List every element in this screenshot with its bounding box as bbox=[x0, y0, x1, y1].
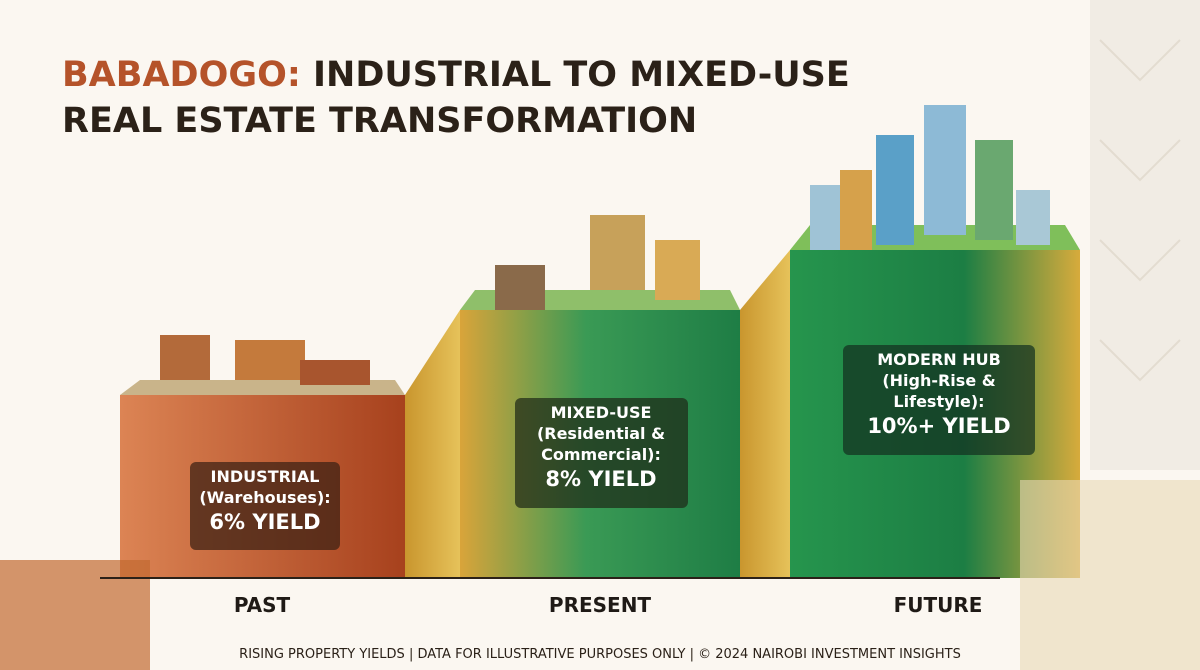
era-label: FUTURE bbox=[894, 593, 983, 617]
stage-label: (Residential & bbox=[537, 424, 665, 443]
title-rest: INDUSTRIAL TO MIXED-USE bbox=[313, 55, 850, 95]
label-box bbox=[515, 398, 688, 508]
stage-yield: 6% YIELD bbox=[209, 510, 320, 534]
buildings bbox=[0, 105, 1200, 670]
title-highlight: BABADOGO: bbox=[62, 55, 301, 95]
stage-yield: 8% YIELD bbox=[545, 467, 656, 491]
slope-2 bbox=[740, 250, 790, 578]
pattern bbox=[1099, 39, 1181, 382]
label-box bbox=[190, 462, 340, 550]
slope-1 bbox=[405, 310, 460, 578]
stage-yield: 10%+ YIELD bbox=[867, 414, 1010, 438]
stage-label: MODERN HUB bbox=[877, 350, 1001, 369]
stage-label: INDUSTRIAL bbox=[211, 467, 320, 486]
stage-label: Lifestyle): bbox=[893, 392, 984, 411]
title-line-1: BABADOGO: INDUSTRIAL TO MIXED-USE bbox=[62, 55, 850, 95]
stage-label: (High-Rise & bbox=[882, 371, 995, 390]
pattern-panel bbox=[1090, 0, 1200, 470]
stage-label: (Warehouses): bbox=[199, 488, 330, 507]
title-line-2: REAL ESTATE TRANSFORMATION bbox=[62, 101, 697, 141]
era-label: PAST bbox=[234, 593, 291, 617]
footer: RISING PROPERTY YIELDS | DATA FOR ILLUST… bbox=[239, 647, 961, 662]
era-label: PRESENT bbox=[549, 593, 652, 617]
stage-label: Commercial): bbox=[541, 445, 661, 464]
label-box bbox=[843, 345, 1035, 455]
stage-label: MIXED-USE bbox=[551, 403, 652, 422]
